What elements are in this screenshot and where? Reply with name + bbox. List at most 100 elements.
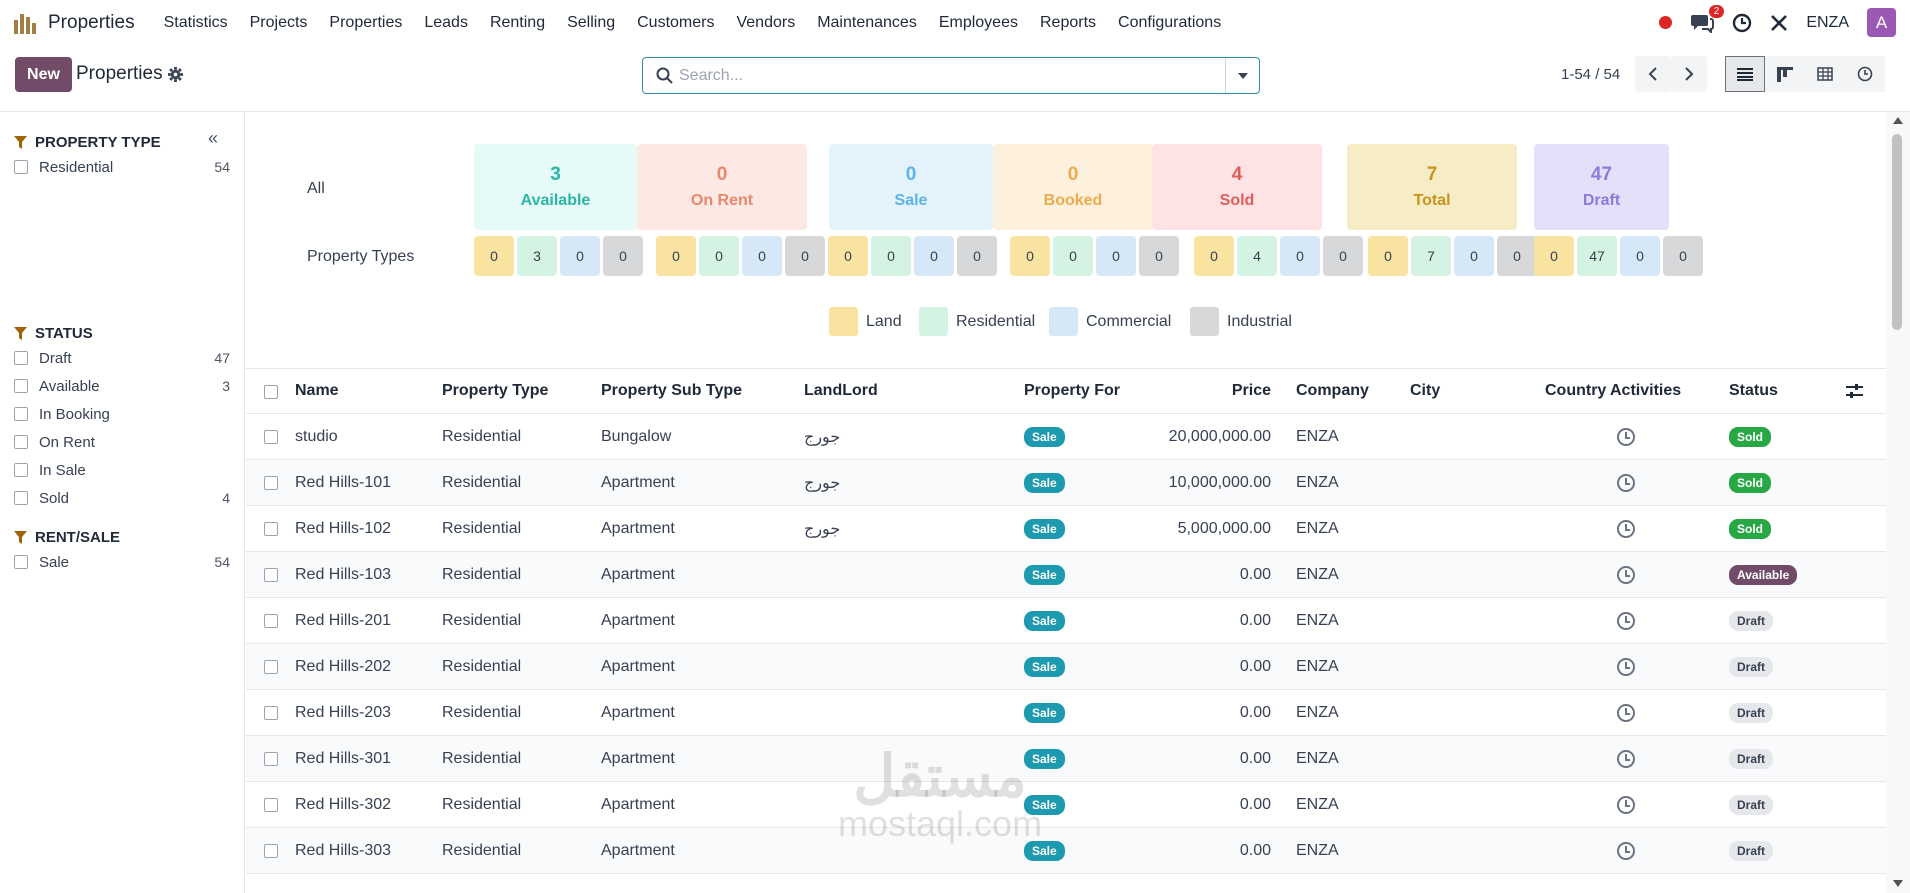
activity-clock-icon[interactable] [1617,657,1635,676]
filter-checkbox[interactable] [14,555,28,569]
search-input[interactable]: Search... [679,67,744,84]
type-count-box[interactable]: 0 [957,236,997,276]
column-header-property-for[interactable]: Property For [1024,382,1121,399]
menu-item-statistics[interactable]: Statistics [163,13,228,31]
table-row[interactable]: Red Hills-102 Residential Apartment جورج Sal… [246,506,1886,552]
row-checkbox[interactable] [264,568,278,582]
column-header-activities[interactable]: Activities [1610,382,1682,399]
type-count-box[interactable]: 0 [699,236,739,276]
type-count-box[interactable]: 0 [871,236,911,276]
menu-item-selling[interactable]: Selling [567,13,616,31]
filter-item-residential[interactable]: Residential 54 [14,156,230,178]
type-count-box[interactable]: 47 [1577,236,1617,276]
activity-clock-icon[interactable] [1617,565,1635,584]
filter-checkbox[interactable] [14,160,28,174]
menu-item-reports[interactable]: Reports [1039,13,1097,31]
filter-checkbox[interactable] [14,351,28,365]
gear-icon[interactable] [168,67,183,82]
table-row[interactable]: Red Hills-302 Residential Apartment Sale 0.0… [246,782,1886,828]
activity-clock-icon[interactable] [1617,473,1635,492]
row-checkbox[interactable] [264,844,278,858]
table-row[interactable]: Red Hills-303 Residential Apartment Sale 0.0… [246,828,1886,874]
type-count-box[interactable]: 0 [1194,236,1234,276]
activity-clock-icon[interactable] [1617,749,1635,768]
type-count-box[interactable]: 0 [1663,236,1703,276]
type-count-box[interactable]: 0 [1096,236,1136,276]
type-count-box[interactable]: 0 [656,236,696,276]
filter-item-on-rent[interactable]: On Rent [14,431,230,453]
column-header-price[interactable]: Price [1231,382,1271,399]
scroll-up-arrow-icon[interactable] [1893,117,1903,124]
menu-item-leads[interactable]: Leads [424,13,468,31]
type-count-box[interactable]: 4 [1237,236,1277,276]
app-brand[interactable]: Properties [14,12,135,34]
type-count-box[interactable]: 0 [1010,236,1050,276]
table-row[interactable]: Red Hills-301 Residential Apartment Sale 0.0… [246,736,1886,782]
row-checkbox[interactable] [264,614,278,628]
row-checkbox[interactable] [264,476,278,490]
type-count-box[interactable]: 0 [785,236,825,276]
type-count-box[interactable]: 0 [560,236,600,276]
row-checkbox[interactable] [264,752,278,766]
table-row[interactable]: studio Residential Bungalow جورج Sale 20,000,… [246,414,1886,460]
column-header-property-sub-type[interactable]: Property Sub Type [601,382,743,399]
activity-view-button[interactable] [1845,56,1885,92]
column-header-property-type[interactable]: Property Type [442,382,549,399]
table-row[interactable]: Red Hills-201 Residential Apartment Sale 0.0… [246,598,1886,644]
type-count-box[interactable]: 0 [1620,236,1660,276]
filter-checkbox[interactable] [14,379,28,393]
activity-clock-icon[interactable] [1617,703,1635,722]
stat-card-sale[interactable]: 0 Sale [829,144,993,230]
table-row[interactable]: Red Hills-202 Residential Apartment Sale 0.0… [246,644,1886,690]
user-avatar[interactable]: A [1867,8,1896,37]
stat-card-booked[interactable]: 0 Booked [993,144,1153,230]
column-header-landlord[interactable]: LandLord [804,382,878,399]
select-all-checkbox[interactable] [264,385,278,399]
stat-card-sold[interactable]: 4 Sold [1152,144,1322,230]
type-count-box[interactable]: 0 [742,236,782,276]
type-count-box[interactable]: 3 [517,236,557,276]
type-count-box[interactable]: 0 [603,236,643,276]
filter-checkbox[interactable] [14,435,28,449]
search-bar[interactable]: Search... [642,57,1260,94]
vertical-scrollbar[interactable] [1886,112,1910,893]
type-count-box[interactable]: 0 [914,236,954,276]
type-count-box[interactable]: 0 [1280,236,1320,276]
filter-item-available[interactable]: Available 3 [14,375,230,397]
filter-item-sale[interactable]: Sale 54 [14,551,230,573]
filter-checkbox[interactable] [14,491,28,505]
scroll-down-arrow-icon[interactable] [1893,880,1903,887]
pager-next-button[interactable] [1671,56,1707,92]
table-row[interactable]: Red Hills-101 Residential Apartment جورج Sal… [246,460,1886,506]
scrollbar-thumb[interactable] [1892,134,1902,330]
new-button[interactable]: New [15,57,72,92]
list-view-button[interactable] [1725,56,1765,92]
filter-item-sold[interactable]: Sold 4 [14,487,230,509]
row-checkbox[interactable] [264,522,278,536]
stat-card-total[interactable]: 7 Total [1347,144,1517,230]
type-count-box[interactable]: 0 [1139,236,1179,276]
activity-clock-icon[interactable] [1617,519,1635,538]
pivot-view-button[interactable] [1805,56,1845,92]
table-row[interactable]: Red Hills-103 Residential Apartment Sale 0.0… [246,552,1886,598]
menu-item-projects[interactable]: Projects [249,13,308,31]
stat-card-on-rent[interactable]: 0 On Rent [637,144,807,230]
menu-item-configurations[interactable]: Configurations [1118,13,1222,31]
tools-icon[interactable] [1770,14,1788,32]
activity-clock-icon[interactable] [1617,841,1635,860]
column-header-status[interactable]: Status [1729,382,1778,399]
menu-item-vendors[interactable]: Vendors [736,13,796,31]
menu-item-properties[interactable]: Properties [329,13,403,31]
type-count-box[interactable]: 7 [1411,236,1451,276]
pager-previous-button[interactable] [1635,56,1671,92]
type-count-box[interactable]: 0 [1454,236,1494,276]
filter-checkbox[interactable] [14,407,28,421]
column-header-company[interactable]: Company [1296,382,1369,399]
pager-value[interactable]: 1-54 / 54 [1561,66,1621,83]
recording-dot-icon[interactable] [1659,16,1673,29]
activity-clock-icon[interactable] [1617,611,1635,630]
company-switcher[interactable]: ENZA [1806,13,1849,31]
activity-clock-icon[interactable] [1617,427,1635,446]
activity-clock-icon[interactable] [1617,795,1635,814]
filter-checkbox[interactable] [14,463,28,477]
